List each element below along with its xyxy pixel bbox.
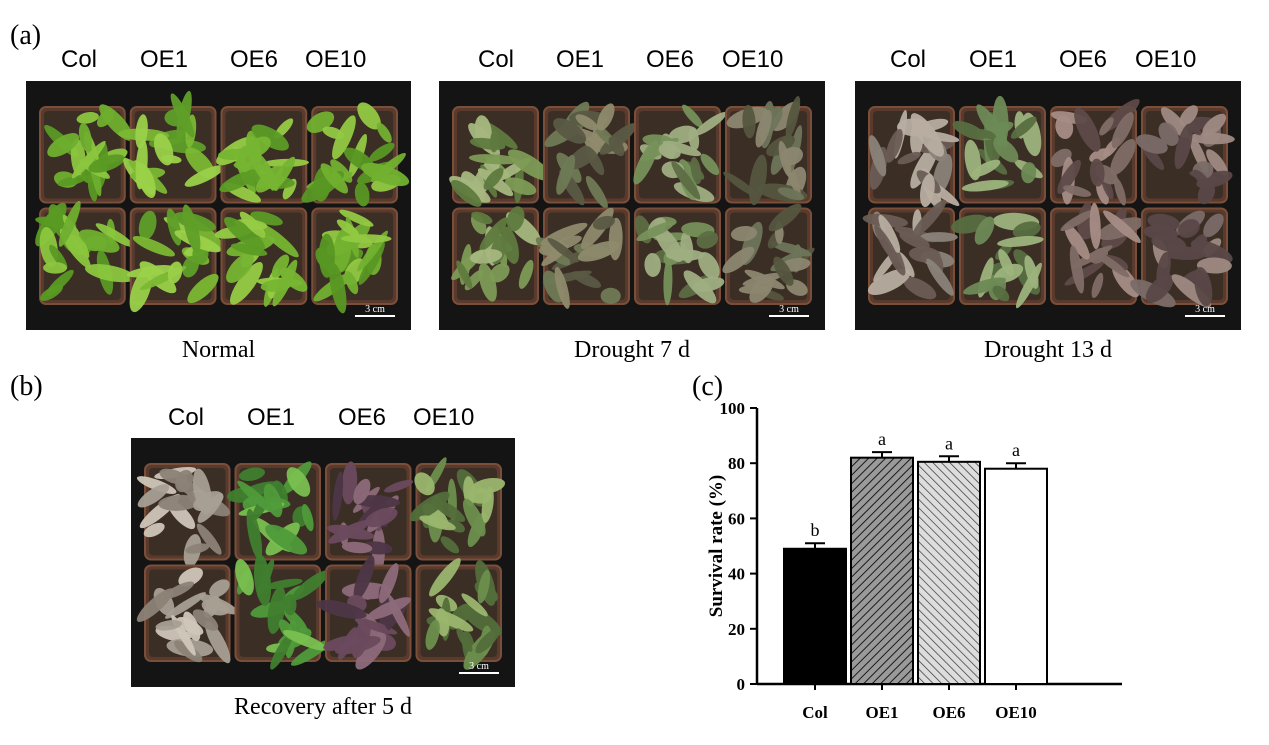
photo-recovery-5d: 3 cm (131, 438, 515, 687)
y-tick-label: 100 (720, 399, 746, 418)
photo2-header-oe6: OE6 (646, 46, 695, 73)
photo-drought-7d: 3 cm (439, 81, 825, 330)
scale-bar-label: 3 cm (469, 661, 489, 672)
significance-label-oe10: a (1012, 440, 1020, 460)
x-tick-label-oe1: OE1 (865, 703, 898, 722)
photo1-header-col: Col (61, 46, 98, 73)
significance-label-oe1: a (878, 429, 886, 449)
y-tick-label: 20 (728, 620, 745, 639)
photo3-header-col: Col (890, 46, 927, 73)
photo2-header-col: Col (478, 46, 515, 73)
photo2-header-oe10: OE10 (722, 46, 784, 73)
photo1-caption: Normal (181, 337, 256, 363)
error-bar-col (805, 542, 825, 549)
significance-label-oe6: a (945, 433, 953, 453)
photo1-header-oe6: OE6 (230, 46, 279, 73)
photo2-caption: Drought 7 d (574, 337, 690, 363)
error-bar-oe6 (939, 455, 959, 462)
y-tick-label: 40 (728, 565, 745, 584)
photo3-header-oe1: OE1 (969, 46, 1018, 73)
y-tick-label: 0 (737, 675, 746, 694)
y-tick-label: 60 (728, 509, 745, 528)
photo2-header-oe1: OE1 (556, 46, 605, 73)
survival-rate-chart: 0 20 40 60 80 100 Survival rate (%) b Col a OE1 a OE… (690, 390, 1140, 740)
photo3-header-oe6: OE6 (1059, 46, 1108, 73)
x-tick-label-oe6: OE6 (932, 703, 965, 722)
y-tick-label: 80 (728, 454, 745, 473)
panel-a-letter: (a) (10, 20, 42, 51)
photo4-caption: Recovery after 5 d (234, 694, 412, 720)
photo3-caption: Drought 13 d (984, 337, 1112, 363)
photo1-header-oe1: OE1 (140, 46, 189, 73)
scale-bar-label: 3 cm (1195, 304, 1215, 315)
panel-b-letter: (b) (10, 371, 43, 402)
scale-bar-label: 3 cm (365, 304, 385, 315)
photo4-header-oe6: OE6 (338, 404, 387, 431)
scale-bar-label: 3 cm (779, 304, 799, 315)
photo-normal: 3 cm (26, 81, 411, 330)
y-axis-label: Survival rate (%) (706, 475, 727, 617)
photo1-header-oe10: OE10 (305, 46, 367, 73)
photo3-header-oe10: OE10 (1135, 46, 1197, 73)
photo4-header-oe1: OE1 (247, 404, 296, 431)
bar-oe1 (850, 456, 914, 686)
photo-drought-13d: 3 cm (855, 81, 1241, 330)
panel-c-letter: (c) (692, 371, 724, 402)
x-tick-label-col: Col (802, 703, 828, 722)
significance-label-col: b (811, 520, 820, 540)
error-bar-oe10 (1006, 462, 1026, 469)
error-bar-oe1 (872, 451, 892, 458)
photo4-header-col: Col (168, 404, 205, 431)
bar-col (783, 547, 847, 685)
x-tick-label-oe10: OE10 (995, 703, 1037, 722)
bar-oe10 (984, 467, 1048, 685)
photo4-header-oe10: OE10 (413, 404, 475, 431)
bar-oe6 (917, 460, 981, 685)
